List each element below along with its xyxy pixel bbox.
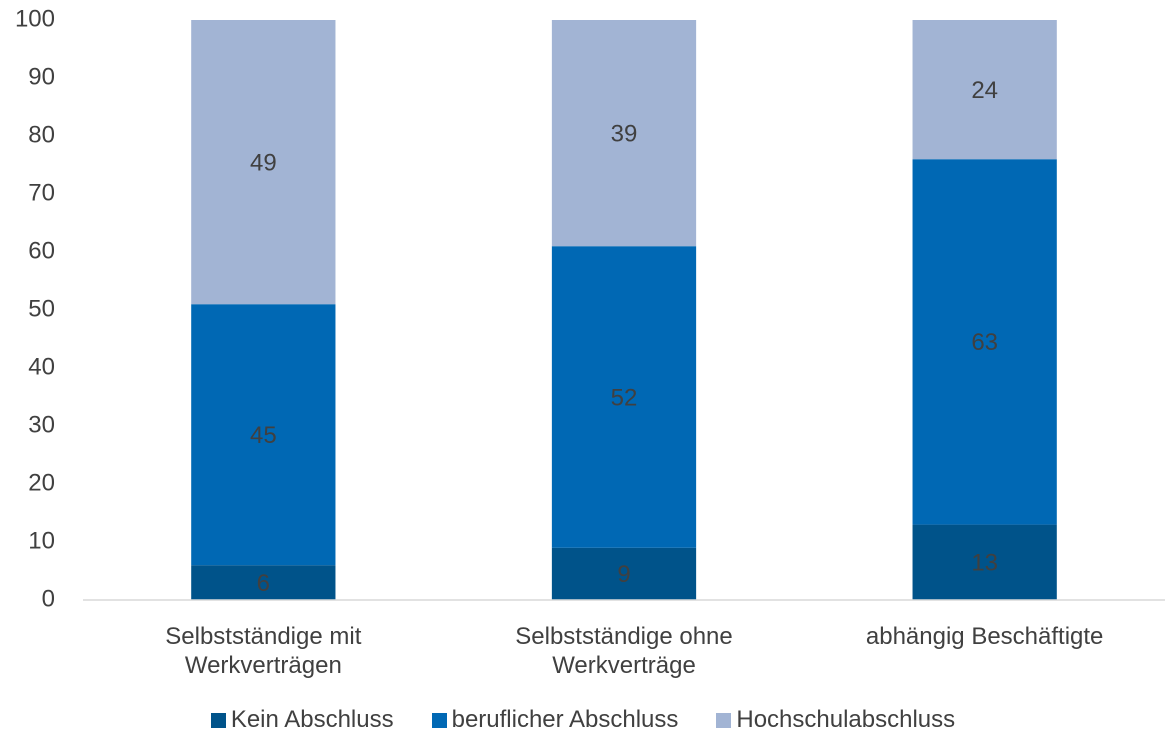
legend-label: Hochschulabschluss: [736, 706, 956, 733]
y-tick-label: 0: [42, 585, 55, 612]
data-label: 52: [611, 384, 638, 411]
legend-swatch: [431, 712, 447, 728]
bar-segment: [551, 20, 697, 247]
data-label: 9: [617, 561, 630, 588]
legend-swatch: [210, 712, 226, 728]
legend: Kein Abschluss beruflicher Abschluss Hochs…: [0, 706, 1166, 734]
bar-segment: [191, 565, 336, 600]
y-tick-label: 20: [28, 469, 55, 496]
bar-segment: [551, 246, 697, 548]
legend-swatch: [716, 712, 732, 728]
data-label: 6: [257, 570, 270, 597]
bar-segment: [912, 20, 1057, 160]
data-label: 24: [971, 77, 998, 104]
y-tick-label: 30: [28, 411, 55, 438]
y-tick-label: 50: [28, 295, 55, 322]
legend-label: beruflicher Abschluss: [451, 706, 679, 733]
y-tick-label: 90: [28, 63, 55, 90]
x-tick-label: Selbstständige mit Werkverträgen: [165, 623, 362, 679]
y-tick-label: 100: [15, 5, 55, 32]
bar-segment: [191, 304, 336, 566]
bar-segment: [191, 20, 336, 305]
x-tick-label: abhängig Beschäftigte: [865, 623, 1104, 650]
data-label: 39: [611, 120, 638, 147]
bar-segment: [551, 547, 697, 600]
x-tick-label: Selbstständige ohne Werkverträge: [515, 623, 733, 679]
y-tick-label: 40: [28, 353, 55, 380]
y-tick-label: 70: [28, 179, 55, 206]
data-label: 45: [250, 422, 277, 449]
bar-segment: [912, 524, 1057, 600]
legend-item: Hochschulabschluss: [716, 706, 955, 734]
legend-item: Kein Abschluss: [210, 706, 394, 734]
y-tick-label: 10: [28, 527, 55, 554]
data-label: 63: [971, 329, 998, 356]
legend-label: Kein Abschluss: [230, 706, 394, 733]
y-tick-label: 80: [28, 121, 55, 148]
y-tick-label: 60: [28, 237, 55, 264]
data-label: 13: [971, 550, 998, 577]
legend-item: beruflicher Abschluss: [431, 706, 679, 734]
bar-segment: [912, 159, 1057, 525]
data-label: 49: [250, 149, 277, 176]
